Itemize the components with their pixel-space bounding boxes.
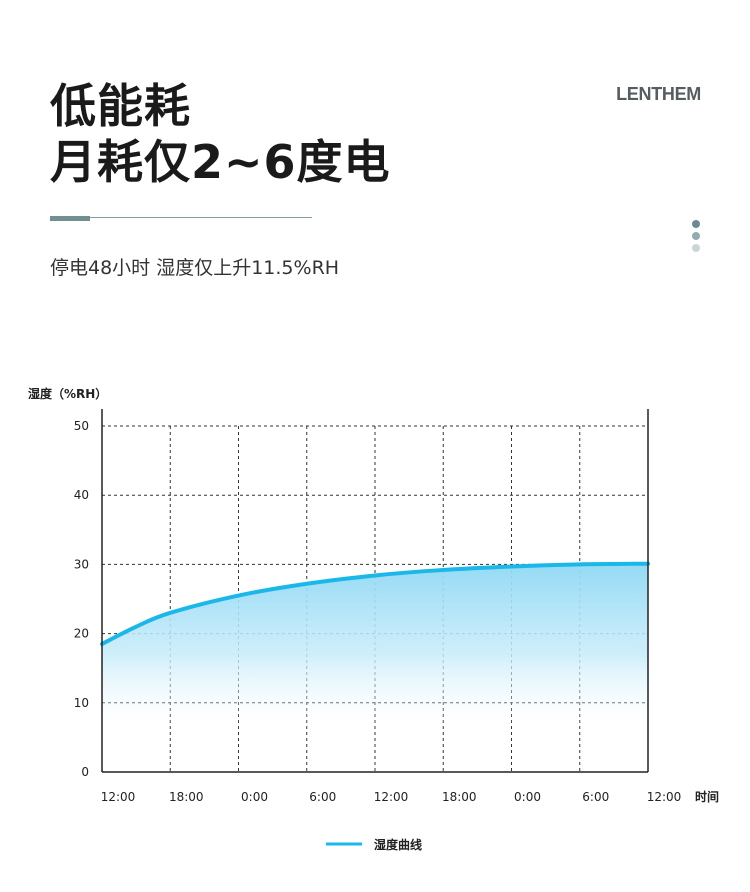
x-tick-label: 0:00 bbox=[241, 790, 268, 804]
title-line-2: 月耗仅2~6度电 bbox=[50, 135, 391, 189]
divider-accent bbox=[50, 216, 90, 221]
x-tick-label: 6:00 bbox=[309, 790, 336, 804]
x-tick-label: 12:00 bbox=[647, 790, 682, 804]
x-tick-label: 12:00 bbox=[101, 790, 136, 804]
pager-dots bbox=[692, 220, 700, 256]
x-tick-label: 6:00 bbox=[582, 790, 609, 804]
x-tick-label: 12:00 bbox=[374, 790, 409, 804]
dot-icon bbox=[692, 244, 700, 252]
y-tick-label: 20 bbox=[74, 627, 89, 641]
x-tick-label: 18:00 bbox=[442, 790, 477, 804]
y-axis-label: 湿度（%RH） bbox=[28, 386, 107, 401]
x-tick-label: 18:00 bbox=[169, 790, 204, 804]
divider-line bbox=[50, 217, 312, 218]
humidity-line bbox=[100, 561, 650, 646]
x-axis-label: 时间 bbox=[695, 789, 719, 804]
brand-logo-text: LENTHEM bbox=[616, 84, 701, 104]
y-tick-label: 50 bbox=[74, 419, 89, 433]
legend: 湿度曲线 bbox=[326, 837, 422, 852]
page-title: 低能耗 月耗仅2~6度电 bbox=[50, 78, 391, 190]
y-tick-label: 10 bbox=[74, 696, 89, 710]
dot-icon bbox=[692, 220, 700, 228]
axes: 0 10 20 30 40 50 12:00 18:00 0:00 6:00 12:00 18:00 0… bbox=[74, 409, 682, 804]
dot-icon bbox=[692, 232, 700, 240]
y-tick-label: 0 bbox=[81, 765, 89, 779]
subtitle: 停电48小时 湿度仅上升11.5%RH bbox=[50, 257, 340, 279]
y-tick-label: 40 bbox=[74, 488, 89, 502]
title-line-1: 低能耗 bbox=[50, 79, 191, 133]
humidity-area bbox=[102, 563, 648, 732]
x-tick-label: 0:00 bbox=[514, 790, 541, 804]
legend-label: 湿度曲线 bbox=[374, 837, 422, 852]
y-tick-label: 30 bbox=[74, 557, 89, 571]
